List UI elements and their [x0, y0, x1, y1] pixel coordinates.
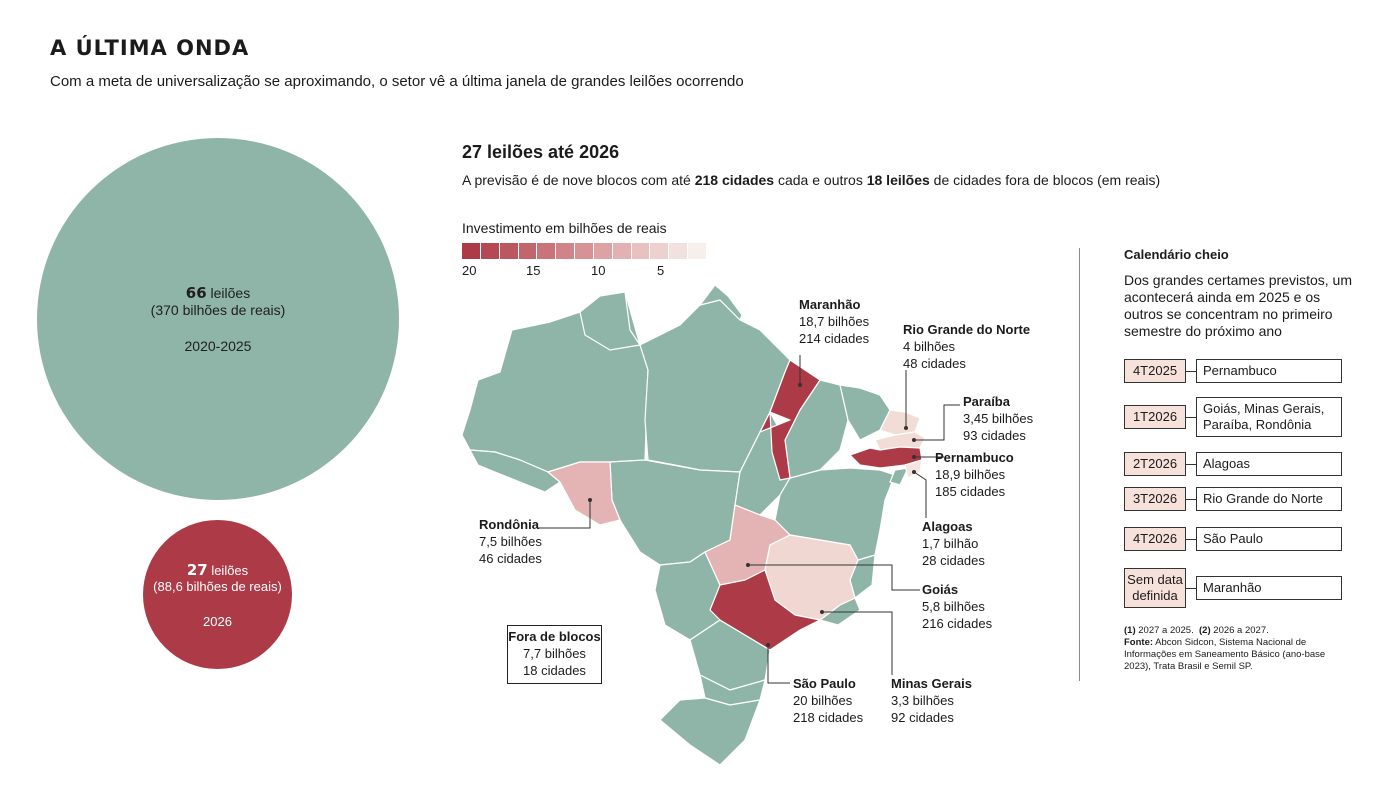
legend-swatch: [480, 243, 500, 259]
state-sergipe: [889, 467, 909, 486]
calendar-period: 3T2026: [1124, 487, 1186, 511]
bubble-count: 66: [185, 284, 207, 302]
label-minas-gerais: Minas Gerais 3,3 bilhões 92 cidades: [891, 676, 972, 725]
calendar-states: Pernambuco: [1196, 359, 1342, 383]
label-alagoas: Alagoas 1,7 bilhão 28 cidades: [922, 519, 985, 568]
bubble-period: 2026: [203, 613, 232, 629]
map-subtitle: A previsão é de nove blocos com até 218 …: [462, 172, 1161, 188]
calendar-row: 4T2026 São Paulo: [1124, 527, 1342, 551]
bubble-period: 2020-2025: [184, 338, 252, 354]
bubble-unit: leilões: [211, 562, 249, 578]
calendar-period: 1T2026: [1124, 405, 1186, 429]
legend-swatch: [669, 243, 689, 259]
leader-dot: [904, 426, 908, 430]
fora-de-blocos-box: Fora de blocos 7,7 bilhões 18 cidades: [507, 625, 602, 684]
leader-line: [822, 611, 893, 675]
label-maranhao: Maranhão 18,7 bilhões 214 cidades: [799, 297, 870, 346]
state-pernambuco: [849, 446, 923, 469]
legend-swatch: [593, 243, 613, 259]
legend-tick: 15: [526, 263, 541, 278]
legend-tick: 20: [462, 263, 477, 278]
state-rondonia: [547, 461, 621, 526]
legend-swatch: [537, 243, 557, 259]
leader-dot: [820, 610, 824, 614]
state-maranhao: [759, 359, 821, 481]
state-ceara: [839, 384, 891, 441]
bubble-amount: (88,6 bilhões de reais): [153, 578, 282, 594]
leader-line: [748, 564, 920, 591]
state-acre: [469, 449, 561, 493]
calendar-states: São Paulo: [1196, 527, 1342, 551]
legend-title: Investimento em bilhões de reais: [462, 220, 667, 236]
label-rio-grande-norte: Rio Grande do Norte 4 bilhões 48 cidades: [903, 322, 1031, 371]
map-title: 27 leilões até 2026: [462, 142, 620, 162]
calendar-period: 4T2026: [1124, 527, 1186, 551]
leader-dot: [746, 563, 750, 567]
calendar-period: Sem data definida: [1124, 568, 1186, 608]
bubble-unit: leilões: [210, 285, 251, 301]
leader-line: [913, 471, 927, 518]
calendar-row: 4T2025 Pernambuco: [1124, 359, 1342, 383]
calendar-states: Alagoas: [1196, 452, 1342, 476]
leader-dot: [798, 383, 802, 387]
leader-dot: [588, 498, 592, 502]
label-rondonia: Rondônia 7,5 bilhões 46 cidades: [479, 517, 542, 566]
divider: [1079, 248, 1080, 681]
legend-swatch: [631, 243, 651, 259]
calendar-row: 3T2026 Rio Grande do Norte: [1124, 487, 1342, 511]
legend-tick: 5: [657, 263, 665, 278]
legend-tick: 10: [591, 263, 606, 278]
leader-line: [914, 404, 960, 441]
label-paraiba: Paraíba 3,45 bilhões 93 cidades: [963, 394, 1034, 443]
leader-line: [767, 645, 790, 684]
legend-swatch: [575, 243, 594, 259]
page-title: A ÚLTIMA ONDA: [50, 36, 250, 60]
label-sao-paulo: São Paulo 20 bilhões 218 cidades: [793, 676, 864, 725]
footnotes: (1) 2027 a 2025. (2) 2026 a 2027. Fonte:…: [1124, 625, 1326, 672]
label-pernambuco: Pernambuco 18,9 bilhões 185 cidades: [935, 450, 1014, 499]
bubble-2026: 27 leilões (88,6 bilhões de reais) 2026: [143, 520, 292, 669]
state-amapa: [699, 284, 743, 321]
legend-swatch: [556, 243, 576, 259]
calendar-states: Maranhão: [1196, 576, 1342, 600]
calendar-row: Sem data definida Maranhão: [1124, 568, 1342, 608]
state-alagoas: [904, 459, 923, 479]
state-roraima: [579, 291, 641, 351]
calendar-states: Goiás, Minas Gerais, Paraíba, Rondônia: [1196, 397, 1342, 437]
leader-line: [538, 500, 591, 529]
legend-swatch: [650, 243, 670, 259]
leader-dot: [912, 470, 916, 474]
calendar-row: 2T2026 Alagoas: [1124, 452, 1342, 476]
calendar-period: 2T2026: [1124, 452, 1186, 476]
legend-swatch: [499, 243, 519, 259]
legend-color-scale: [462, 243, 707, 259]
leader-dot: [912, 438, 916, 442]
leader-dot: [912, 455, 916, 459]
state-sao-paulo: [709, 569, 821, 651]
legend-swatch: [688, 243, 707, 259]
state-rio-grande-sul: [659, 697, 761, 766]
leader-dot: [766, 643, 770, 647]
bubble-2020-2025: 66 leilões (370 bilhões de reais) 2020-2…: [37, 138, 399, 500]
calendar-states: Rio Grande do Norte: [1196, 487, 1342, 511]
calendar-period: 4T2025: [1124, 359, 1186, 383]
legend-swatch: [518, 243, 538, 259]
bubble-count: 27: [186, 560, 208, 579]
calendar-row: 1T2026 Goiás, Minas Gerais, Paraíba, Ron…: [1124, 397, 1342, 437]
legend-swatch: [462, 243, 481, 259]
calendar-description: Dos grandes certames previstos, um acont…: [1124, 272, 1352, 339]
label-goias: Goiás 5,8 bilhões 216 cidades: [922, 582, 993, 631]
bubble-amount: (370 bilhões de reais): [150, 302, 286, 318]
page-subtitle: Com a meta de universalização se aproxim…: [50, 73, 744, 90]
legend-swatch: [612, 243, 632, 259]
calendar-title: Calendário cheio: [1124, 247, 1229, 262]
